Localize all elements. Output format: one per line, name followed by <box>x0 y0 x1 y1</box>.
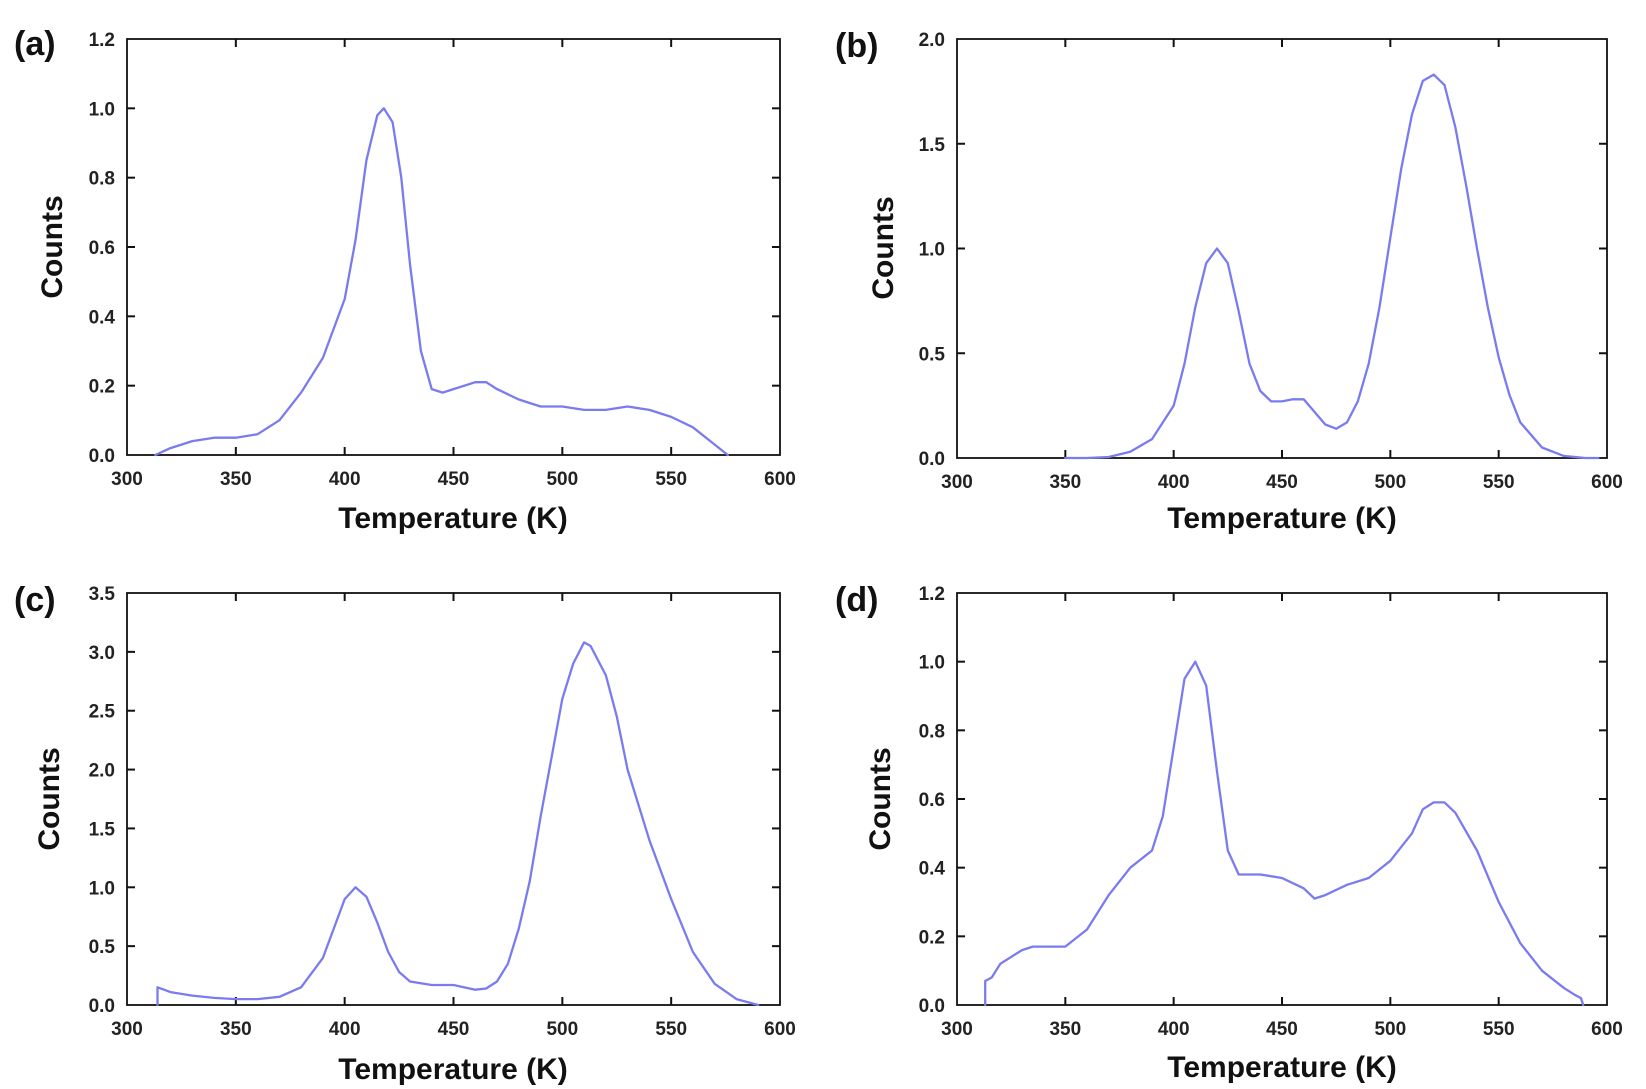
x-tick-label: 550 <box>1483 1019 1515 1040</box>
y-tick-label: 0.8 <box>89 169 115 190</box>
y-tick-label: 1.5 <box>919 135 946 156</box>
y-tick-label: 1.5 <box>89 819 116 840</box>
x-tick-label: 500 <box>546 469 578 490</box>
y-tick-label: 0.0 <box>919 449 945 470</box>
y-tick-label: 0.0 <box>89 446 115 467</box>
y-tick-label: 0.0 <box>89 996 115 1017</box>
chart-panel-d: (d) 300 350 400 450 500 550 600 0.00.20.40.60.… <box>835 581 1623 1084</box>
y-tick-label: 0.5 <box>89 937 116 958</box>
y-axis-title: Counts <box>867 196 900 299</box>
x-tick-labels: 300 350 400 450 500 550 600 <box>111 469 796 490</box>
x-axis-title: Temperature (K) <box>338 1053 567 1086</box>
y-tick-label: 2.5 <box>89 702 116 723</box>
x-tick-label: 450 <box>438 1019 470 1040</box>
x-tick-label: 400 <box>1158 472 1190 493</box>
x-tick-label: 400 <box>1158 1019 1190 1040</box>
chart-panel-a: (a) 300 350 400 450 500 550 600 0.00.20.40.60.… <box>14 25 796 535</box>
x-tick-label: 450 <box>438 469 470 490</box>
x-tick-label: 300 <box>941 472 973 493</box>
y-tick-label: 3.5 <box>89 584 116 605</box>
x-tick-label: 350 <box>220 469 252 490</box>
panel-label: (b) <box>835 27 878 65</box>
panel-label: (c) <box>14 581 56 619</box>
y-tick-label: 3.0 <box>89 643 115 664</box>
x-tick-label: 500 <box>1374 472 1406 493</box>
series-line <box>1064 73 1600 460</box>
x-tick-label: 600 <box>764 1019 796 1040</box>
y-tick-label: 0.4 <box>919 859 946 880</box>
x-tick-label: 350 <box>1049 472 1081 493</box>
series-line <box>154 107 729 457</box>
y-tick-label: 1.0 <box>89 878 115 899</box>
y-tick-label: 0.4 <box>89 307 116 328</box>
series-line <box>156 641 760 1007</box>
x-tick-label: 550 <box>1483 472 1515 493</box>
y-tick-label: 1.0 <box>919 240 945 261</box>
y-tick-labels: 0.0 0.5 1.0 1.5 2.0 2.5 3.0 3.5 <box>89 584 116 1017</box>
x-axis-title: Temperature (K) <box>1167 1051 1396 1084</box>
x-tick-label: 350 <box>1049 1019 1081 1040</box>
chart-panel-b: (b) 300 350 400 450 500 550 600 0.0 0.5 1.0 1.5 2.… <box>835 27 1623 535</box>
x-tick-label: 500 <box>546 1019 578 1040</box>
x-tick-label: 450 <box>1266 1019 1298 1040</box>
panel-label: (d) <box>835 581 878 619</box>
y-tick-label: 1.2 <box>89 30 115 51</box>
y-tick-label: 0.2 <box>89 377 115 398</box>
x-tick-labels: 300 350 400 450 500 550 600 <box>111 1019 796 1040</box>
y-tick-label: 2.0 <box>919 30 945 51</box>
y-tick-label: 0.8 <box>919 721 945 742</box>
x-tick-label: 400 <box>329 1019 361 1040</box>
x-tick-labels: 300 350 400 450 500 550 600 <box>941 472 1623 493</box>
chart-panel-c: (c) 300 350 400 450 500 550 600 0.0 0.5 1.0 1.5 2.… <box>14 581 796 1086</box>
y-tick-label: 1.0 <box>89 99 115 120</box>
y-axis-title: Counts <box>36 195 69 298</box>
y-axis-title: Counts <box>864 747 897 850</box>
x-tick-label: 300 <box>941 1019 973 1040</box>
y-tick-label: 0.6 <box>89 238 115 259</box>
tick-group <box>127 593 780 1005</box>
tick-group <box>957 39 1607 458</box>
y-tick-labels: 0.0 0.2 0.4 0.6 0.8 1.0 1.2 <box>919 584 946 1017</box>
y-tick-label: 1.0 <box>919 653 945 674</box>
x-tick-label: 400 <box>329 469 361 490</box>
panel-label: (a) <box>14 25 56 63</box>
x-tick-label: 600 <box>1591 1019 1623 1040</box>
x-tick-labels: 300 350 400 450 500 550 600 <box>941 1019 1623 1040</box>
x-tick-label: 450 <box>1266 472 1298 493</box>
x-tick-label: 300 <box>111 469 143 490</box>
y-tick-labels: 0.0 0.5 1.0 1.5 2.0 <box>919 30 946 470</box>
y-tick-label: 0.2 <box>919 927 945 948</box>
y-tick-label: 2.0 <box>89 761 115 782</box>
y-tick-label: 0.6 <box>919 790 945 811</box>
x-tick-label: 550 <box>655 1019 687 1040</box>
x-tick-label: 600 <box>1591 472 1623 493</box>
x-tick-label: 350 <box>220 1019 252 1040</box>
y-axis-title: Counts <box>33 747 66 850</box>
x-tick-label: 600 <box>764 469 796 490</box>
x-tick-label: 500 <box>1374 1019 1406 1040</box>
series-line <box>984 660 1585 1007</box>
y-tick-labels: 0.0 0.2 0.4 0.6 0.8 1.0 1.2 <box>89 30 116 467</box>
x-axis-title: Temperature (K) <box>338 502 567 535</box>
y-tick-label: 0.0 <box>919 996 945 1017</box>
x-tick-label: 300 <box>111 1019 143 1040</box>
tick-group <box>957 593 1607 1005</box>
tick-group <box>127 39 780 455</box>
x-axis-title: Temperature (K) <box>1167 502 1396 535</box>
x-tick-label: 550 <box>655 469 687 490</box>
y-tick-label: 0.5 <box>919 344 946 365</box>
y-tick-label: 1.2 <box>919 584 945 605</box>
